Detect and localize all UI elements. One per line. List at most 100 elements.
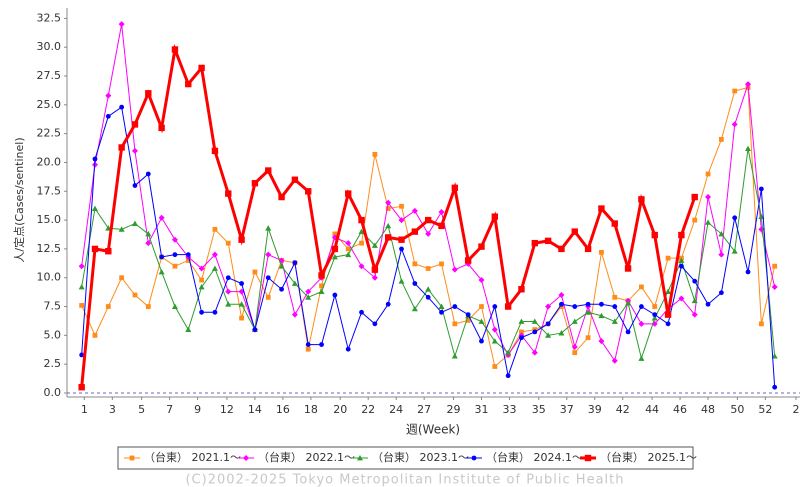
point <box>171 236 178 243</box>
y-tick-label: 30.0 <box>37 40 62 53</box>
point <box>558 292 565 299</box>
legend-marker <box>243 455 249 461</box>
y-tick-label: 20.0 <box>37 155 62 168</box>
point <box>411 207 418 214</box>
point <box>691 311 698 318</box>
point <box>425 266 431 271</box>
series-line <box>81 106 776 388</box>
point <box>491 338 498 344</box>
point <box>318 288 325 294</box>
point <box>705 301 711 307</box>
point <box>158 124 165 132</box>
point <box>398 278 405 284</box>
x-tick-label: 52 <box>758 403 772 416</box>
point <box>199 277 205 283</box>
point <box>598 338 605 345</box>
point <box>479 338 484 344</box>
point <box>465 312 471 318</box>
point <box>705 194 712 201</box>
point <box>705 171 711 177</box>
point <box>105 113 111 119</box>
point <box>291 176 299 183</box>
point <box>332 231 338 237</box>
point <box>105 92 112 99</box>
point <box>692 278 698 284</box>
point <box>172 252 178 258</box>
point <box>652 304 658 309</box>
point <box>158 268 165 275</box>
x-tick-label: 29 <box>446 403 460 416</box>
point <box>78 283 85 290</box>
y-tick-label: 0.0 <box>44 386 62 399</box>
x-tick-label: 5 <box>138 403 145 416</box>
point <box>91 245 99 253</box>
point <box>598 205 605 212</box>
legend-marker <box>129 455 135 461</box>
x-tick-label: 50 <box>730 403 744 416</box>
point <box>265 225 272 231</box>
x-tick-label: 9 <box>194 403 201 416</box>
point <box>345 190 352 197</box>
point <box>399 203 404 209</box>
point <box>265 251 272 258</box>
point <box>478 243 485 250</box>
point <box>238 236 245 243</box>
x-tick-label: 1 <box>81 403 88 416</box>
x-tick-label: 27 <box>417 403 431 416</box>
x-tick-label: 46 <box>673 403 687 416</box>
point <box>279 286 284 292</box>
point <box>319 283 324 289</box>
point <box>385 222 392 229</box>
x-tick-label: 2 <box>793 403 800 416</box>
point <box>79 352 85 358</box>
point <box>678 257 685 263</box>
point <box>212 226 218 232</box>
point <box>519 335 524 341</box>
point <box>292 260 298 266</box>
point <box>639 284 644 290</box>
point <box>505 349 512 356</box>
y-tick-label: 5.0 <box>44 328 62 341</box>
point <box>171 46 179 53</box>
legend-label: （台東） 2022.1～ <box>258 450 355 464</box>
point <box>159 254 165 260</box>
point <box>185 252 191 258</box>
point <box>611 318 618 324</box>
point <box>345 251 352 258</box>
point <box>225 190 232 197</box>
point <box>278 263 285 269</box>
point <box>385 301 391 307</box>
point <box>291 280 298 286</box>
x-tick-label: 22 <box>361 403 375 416</box>
point <box>118 144 125 151</box>
point <box>465 317 471 323</box>
point <box>411 305 418 312</box>
point <box>492 304 498 309</box>
x-tick-label: 44 <box>645 403 659 416</box>
legend-marker <box>357 455 363 461</box>
point <box>185 326 192 333</box>
point <box>332 292 338 298</box>
point <box>611 357 618 364</box>
point <box>651 231 658 239</box>
point <box>745 269 751 275</box>
point <box>185 80 192 88</box>
point <box>438 303 445 309</box>
x-tick-label: 3 <box>109 403 116 416</box>
point <box>212 309 218 315</box>
point <box>678 295 685 302</box>
point <box>145 230 152 237</box>
point <box>491 326 498 333</box>
point <box>198 64 205 72</box>
point <box>372 151 378 157</box>
point <box>424 216 432 224</box>
point <box>318 272 325 279</box>
point <box>79 302 85 308</box>
point <box>345 240 352 247</box>
y-tick-label: 2.5 <box>44 357 62 370</box>
point <box>718 230 725 237</box>
point <box>145 304 151 309</box>
point <box>599 249 604 255</box>
point <box>225 288 232 295</box>
legend-marker <box>584 454 592 462</box>
